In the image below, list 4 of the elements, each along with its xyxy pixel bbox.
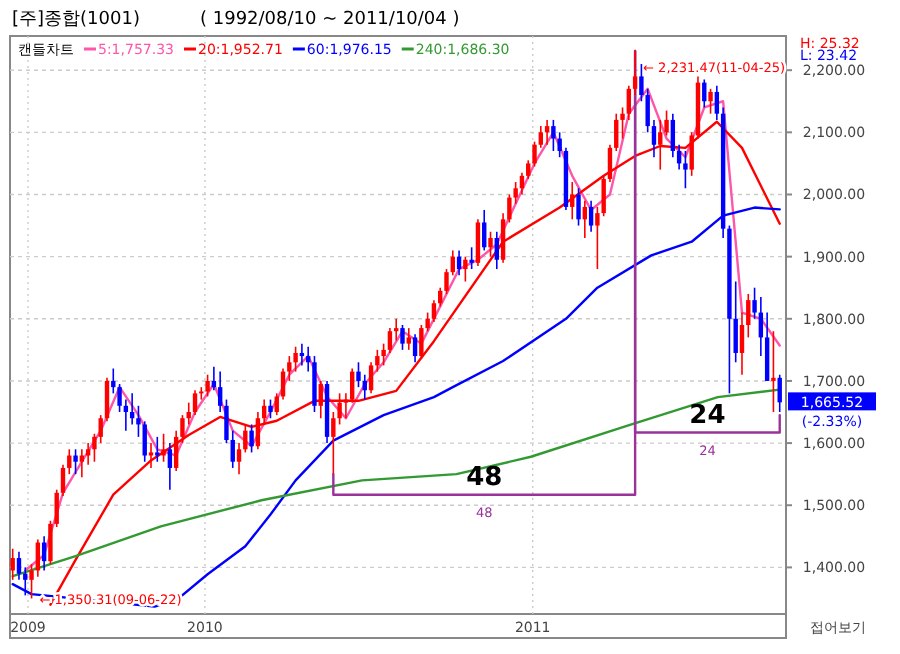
chart-title: [주]종합(1001) [12, 10, 140, 30]
chart-subtitle: ( 1992/08/10 ~ 2011/10/04 ) [200, 10, 460, 30]
annotation: 48 [466, 462, 503, 493]
annotation: 24 [689, 400, 726, 431]
